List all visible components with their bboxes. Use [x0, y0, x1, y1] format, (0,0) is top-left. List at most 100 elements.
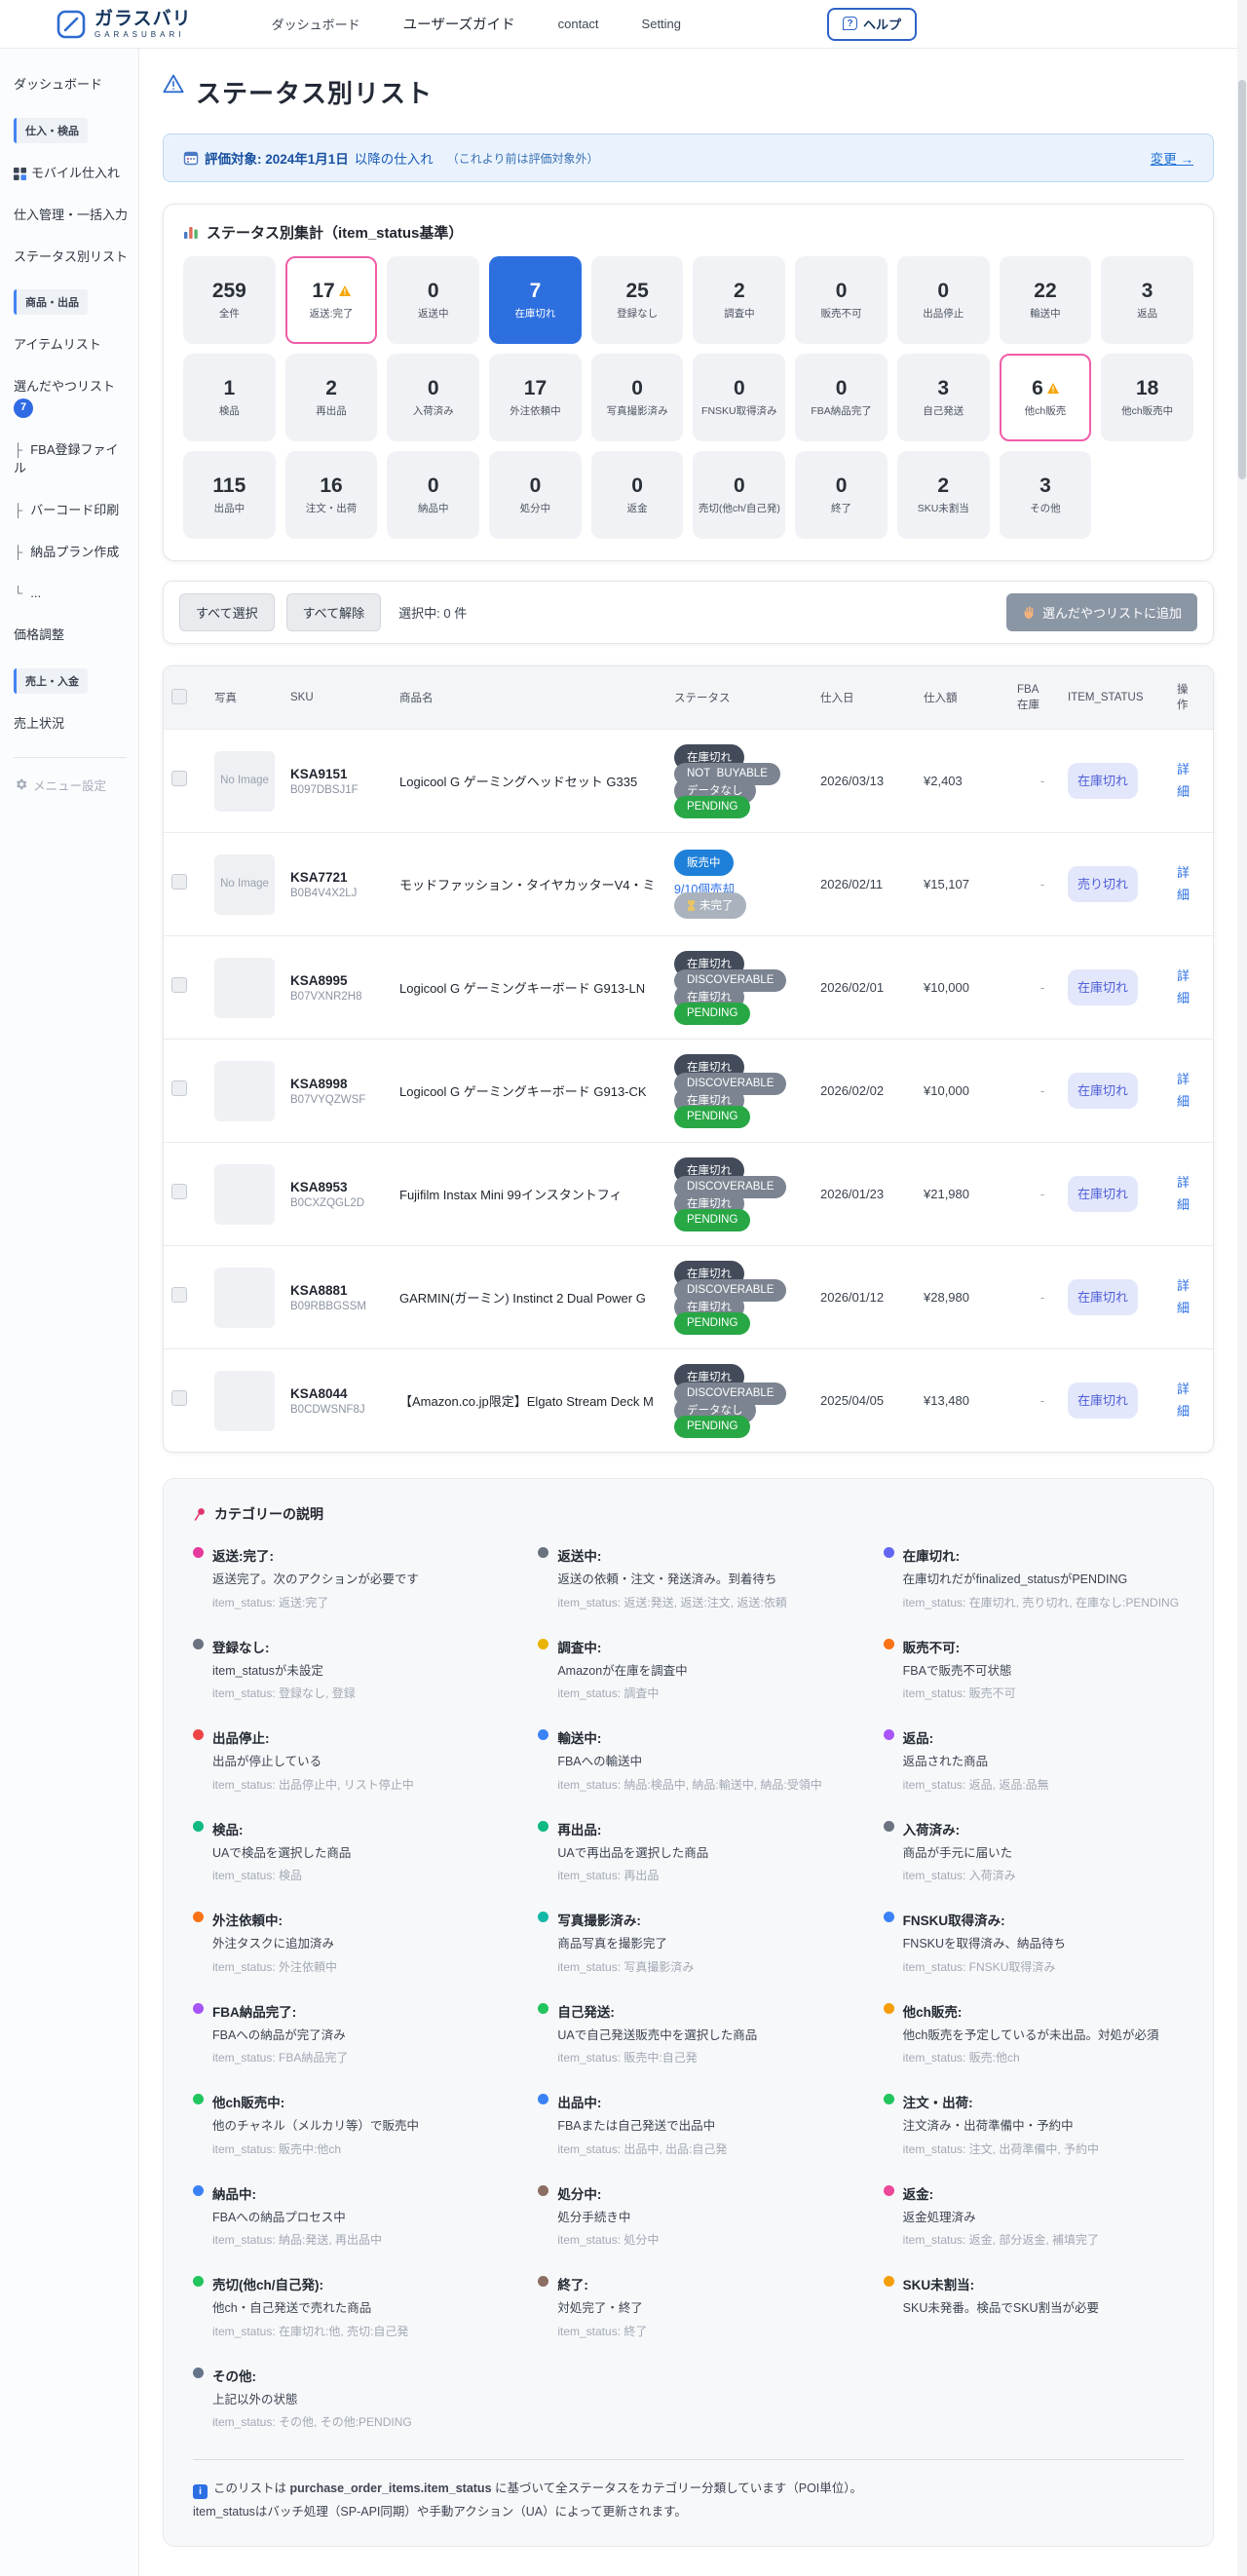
- product-name: Logicool G ゲーミングキーボード G913-LN: [399, 981, 646, 996]
- detail-link[interactable]: 詳細: [1177, 1072, 1190, 1109]
- status-card[interactable]: 2 SKU未割当: [896, 451, 990, 539]
- status-card[interactable]: 259 全件: [183, 256, 276, 344]
- row-checkbox[interactable]: [171, 1080, 187, 1096]
- status-card[interactable]: 0 処分中: [489, 451, 582, 539]
- select-all-button[interactable]: すべて選択: [179, 593, 275, 631]
- status-card[interactable]: 0 返送中: [387, 256, 480, 344]
- sidebar-subitem[interactable]: └...: [14, 586, 42, 601]
- detail-link[interactable]: 詳細: [1177, 968, 1190, 1005]
- sidebar-item[interactable]: モバイル仕入れ: [14, 165, 129, 183]
- select-all-checkbox[interactable]: [171, 688, 187, 704]
- status-card[interactable]: 0 出品停止: [896, 256, 990, 344]
- status-card[interactable]: 0 写真撮影済み: [590, 354, 684, 441]
- product-name: モッドファッション・タイヤカッターV4・ミ: [399, 878, 656, 892]
- asin: B0B4V4X2LJ: [290, 887, 358, 899]
- status-card[interactable]: 3 返品: [1101, 256, 1193, 344]
- scrollbar-thumb[interactable]: [1238, 80, 1246, 479]
- evaluation-banner: 評価対象: 2024年1月1日 以降の仕入れ （これより前は評価対象外） 変更 …: [163, 133, 1214, 182]
- status-card[interactable]: 0 納品中: [387, 451, 480, 539]
- deselect-all-button[interactable]: すべて解除: [285, 593, 382, 631]
- table-header-row: 写真 SKU 商品名 ステータス 仕入日 仕入額 FBA在庫 ITEM_STATUS 操作: [164, 666, 1213, 729]
- tree-branch-glyph: ├: [14, 442, 23, 458]
- status-card[interactable]: 6 他ch販売: [999, 354, 1092, 441]
- status-card[interactable]: 0 売切(他ch/自己発): [693, 451, 786, 539]
- row-checkbox[interactable]: [171, 771, 187, 786]
- status-card[interactable]: 0 返金: [590, 451, 684, 539]
- status-card[interactable]: 0 FBA納品完了: [795, 354, 888, 441]
- table-row: KSA8953 B0CXZQGL2D Fujifilm Instax Mini 99…: [164, 1142, 1213, 1245]
- row-checkbox[interactable]: [171, 874, 187, 890]
- menu-settings-item[interactable]: メニュー設定: [14, 776, 129, 794]
- pushpin-icon: [193, 1507, 207, 1522]
- sidebar-item-active[interactable]: ステータス別リスト: [14, 248, 129, 264]
- sidebar-item[interactable]: ダッシュボード: [14, 77, 103, 92]
- asin: B09RBBGSSM: [290, 1300, 366, 1312]
- status-card[interactable]: 3 その他: [999, 451, 1092, 539]
- legend-grid: 返送:完了: 返送完了。次のアクションが必要です item_status: 返送:完…: [193, 1545, 1184, 2430]
- sidebar-subitem[interactable]: ├ 納品プラン作成: [14, 544, 120, 559]
- nav-link[interactable]: contact: [557, 17, 599, 31]
- sidebar-item[interactable]: アイテムリスト: [14, 337, 101, 353]
- status-card[interactable]: 0 FNSKU取得済み: [693, 354, 786, 441]
- legend-item: 他ch販売: 他ch販売を予定しているが未出品。対処が必須 item_status:…: [883, 2001, 1184, 2066]
- detail-link[interactable]: 詳細: [1177, 1175, 1190, 1212]
- purchase-price: ¥28,980: [924, 1290, 969, 1305]
- row-checkbox[interactable]: [171, 1287, 187, 1303]
- status-card[interactable]: 0 入荷済み: [387, 354, 480, 441]
- detail-link[interactable]: 詳細: [1177, 1278, 1190, 1315]
- evaluation-note: （これより前は評価対象外）: [446, 151, 599, 166]
- column-header: ステータス: [674, 693, 731, 704]
- product-photo: No Image: [214, 750, 275, 812]
- legend-item: 在庫切れ: 在庫切れだがfinalized_statusがPENDING item_…: [883, 1545, 1184, 1610]
- sidebar-subitem[interactable]: ├ FBA登録ファイル: [14, 442, 119, 475]
- detail-link[interactable]: 詳細: [1177, 865, 1190, 902]
- nav-link[interactable]: ユーザーズガイド: [402, 18, 515, 33]
- purchase-date: 2026/02/01: [820, 980, 885, 995]
- status-card[interactable]: 2 調査中: [693, 256, 786, 344]
- sidebar-item[interactable]: 選んだやつリスト7: [14, 378, 129, 419]
- nav-link[interactable]: ダッシュボード: [271, 18, 360, 32]
- legend-dot: [193, 2184, 204, 2196]
- table-row: KSA8044 B0CDWSNF8J 【Amazon.co.jp限定】Elgato …: [164, 1348, 1213, 1452]
- sidebar-subitem[interactable]: ├ バーコード印刷: [14, 502, 120, 517]
- asin: B0CDWSNF8J: [290, 1403, 365, 1416]
- fba-stock: -: [1039, 1187, 1045, 1201]
- detail-link[interactable]: 詳細: [1177, 762, 1190, 799]
- status-card[interactable]: 115 出品中: [183, 451, 276, 539]
- status-card[interactable]: 7 在庫切れ: [489, 256, 582, 344]
- detail-link[interactable]: 詳細: [1177, 1382, 1190, 1419]
- status-card[interactable]: 25 登録なし: [590, 256, 684, 344]
- column-header: ITEM_STATUS: [1068, 692, 1144, 703]
- column-header: 操作: [1177, 683, 1189, 711]
- legend-dot: [883, 1912, 894, 1922]
- row-checkbox[interactable]: [171, 977, 187, 993]
- sidebar-item[interactable]: 仕入管理・一括入力: [14, 207, 129, 222]
- app-logo[interactable]: ガラスバリ GARASUBARI: [57, 10, 192, 39]
- change-link[interactable]: 変更 →: [1150, 152, 1193, 167]
- row-checkbox[interactable]: [171, 1390, 187, 1406]
- status-card[interactable]: 1 検品: [183, 354, 276, 441]
- sidebar-item[interactable]: 売上状況: [14, 716, 65, 732]
- status-badge: 販売中: [674, 850, 734, 876]
- legend-dot: [883, 1820, 894, 1832]
- status-card[interactable]: 0 終了: [795, 451, 888, 539]
- table-row: KSA8998 B07VYQZWSF Logicool G ゲーミングキーボード G…: [164, 1039, 1213, 1142]
- hand-icon: [1022, 606, 1036, 620]
- warn-icon: [1046, 383, 1059, 395]
- status-card[interactable]: 17 外注依頼中: [489, 354, 582, 441]
- status-card[interactable]: 22 輸送中: [999, 256, 1092, 344]
- purchase-date: 2026/03/13: [820, 774, 885, 788]
- status-card[interactable]: 17 返送:完了: [284, 256, 378, 344]
- status-card[interactable]: 16 注文・出荷: [284, 451, 378, 539]
- column-header: FBA在庫: [1017, 683, 1039, 711]
- status-card[interactable]: 0 販売不可: [795, 256, 888, 344]
- help-button[interactable]: ? ヘルプ: [827, 7, 918, 41]
- status-card[interactable]: 18 他ch販売中: [1101, 354, 1193, 441]
- tree-branch-glyph: ├: [14, 502, 23, 517]
- sidebar-item[interactable]: 価格調整: [14, 627, 65, 643]
- status-card[interactable]: 2 再出品: [284, 354, 378, 441]
- row-checkbox[interactable]: [171, 1184, 187, 1199]
- status-card[interactable]: 3 自己発送: [896, 354, 990, 441]
- nav-link[interactable]: Setting: [641, 17, 682, 31]
- add-to-list-button[interactable]: 選んだやつリストに追加: [1005, 593, 1197, 631]
